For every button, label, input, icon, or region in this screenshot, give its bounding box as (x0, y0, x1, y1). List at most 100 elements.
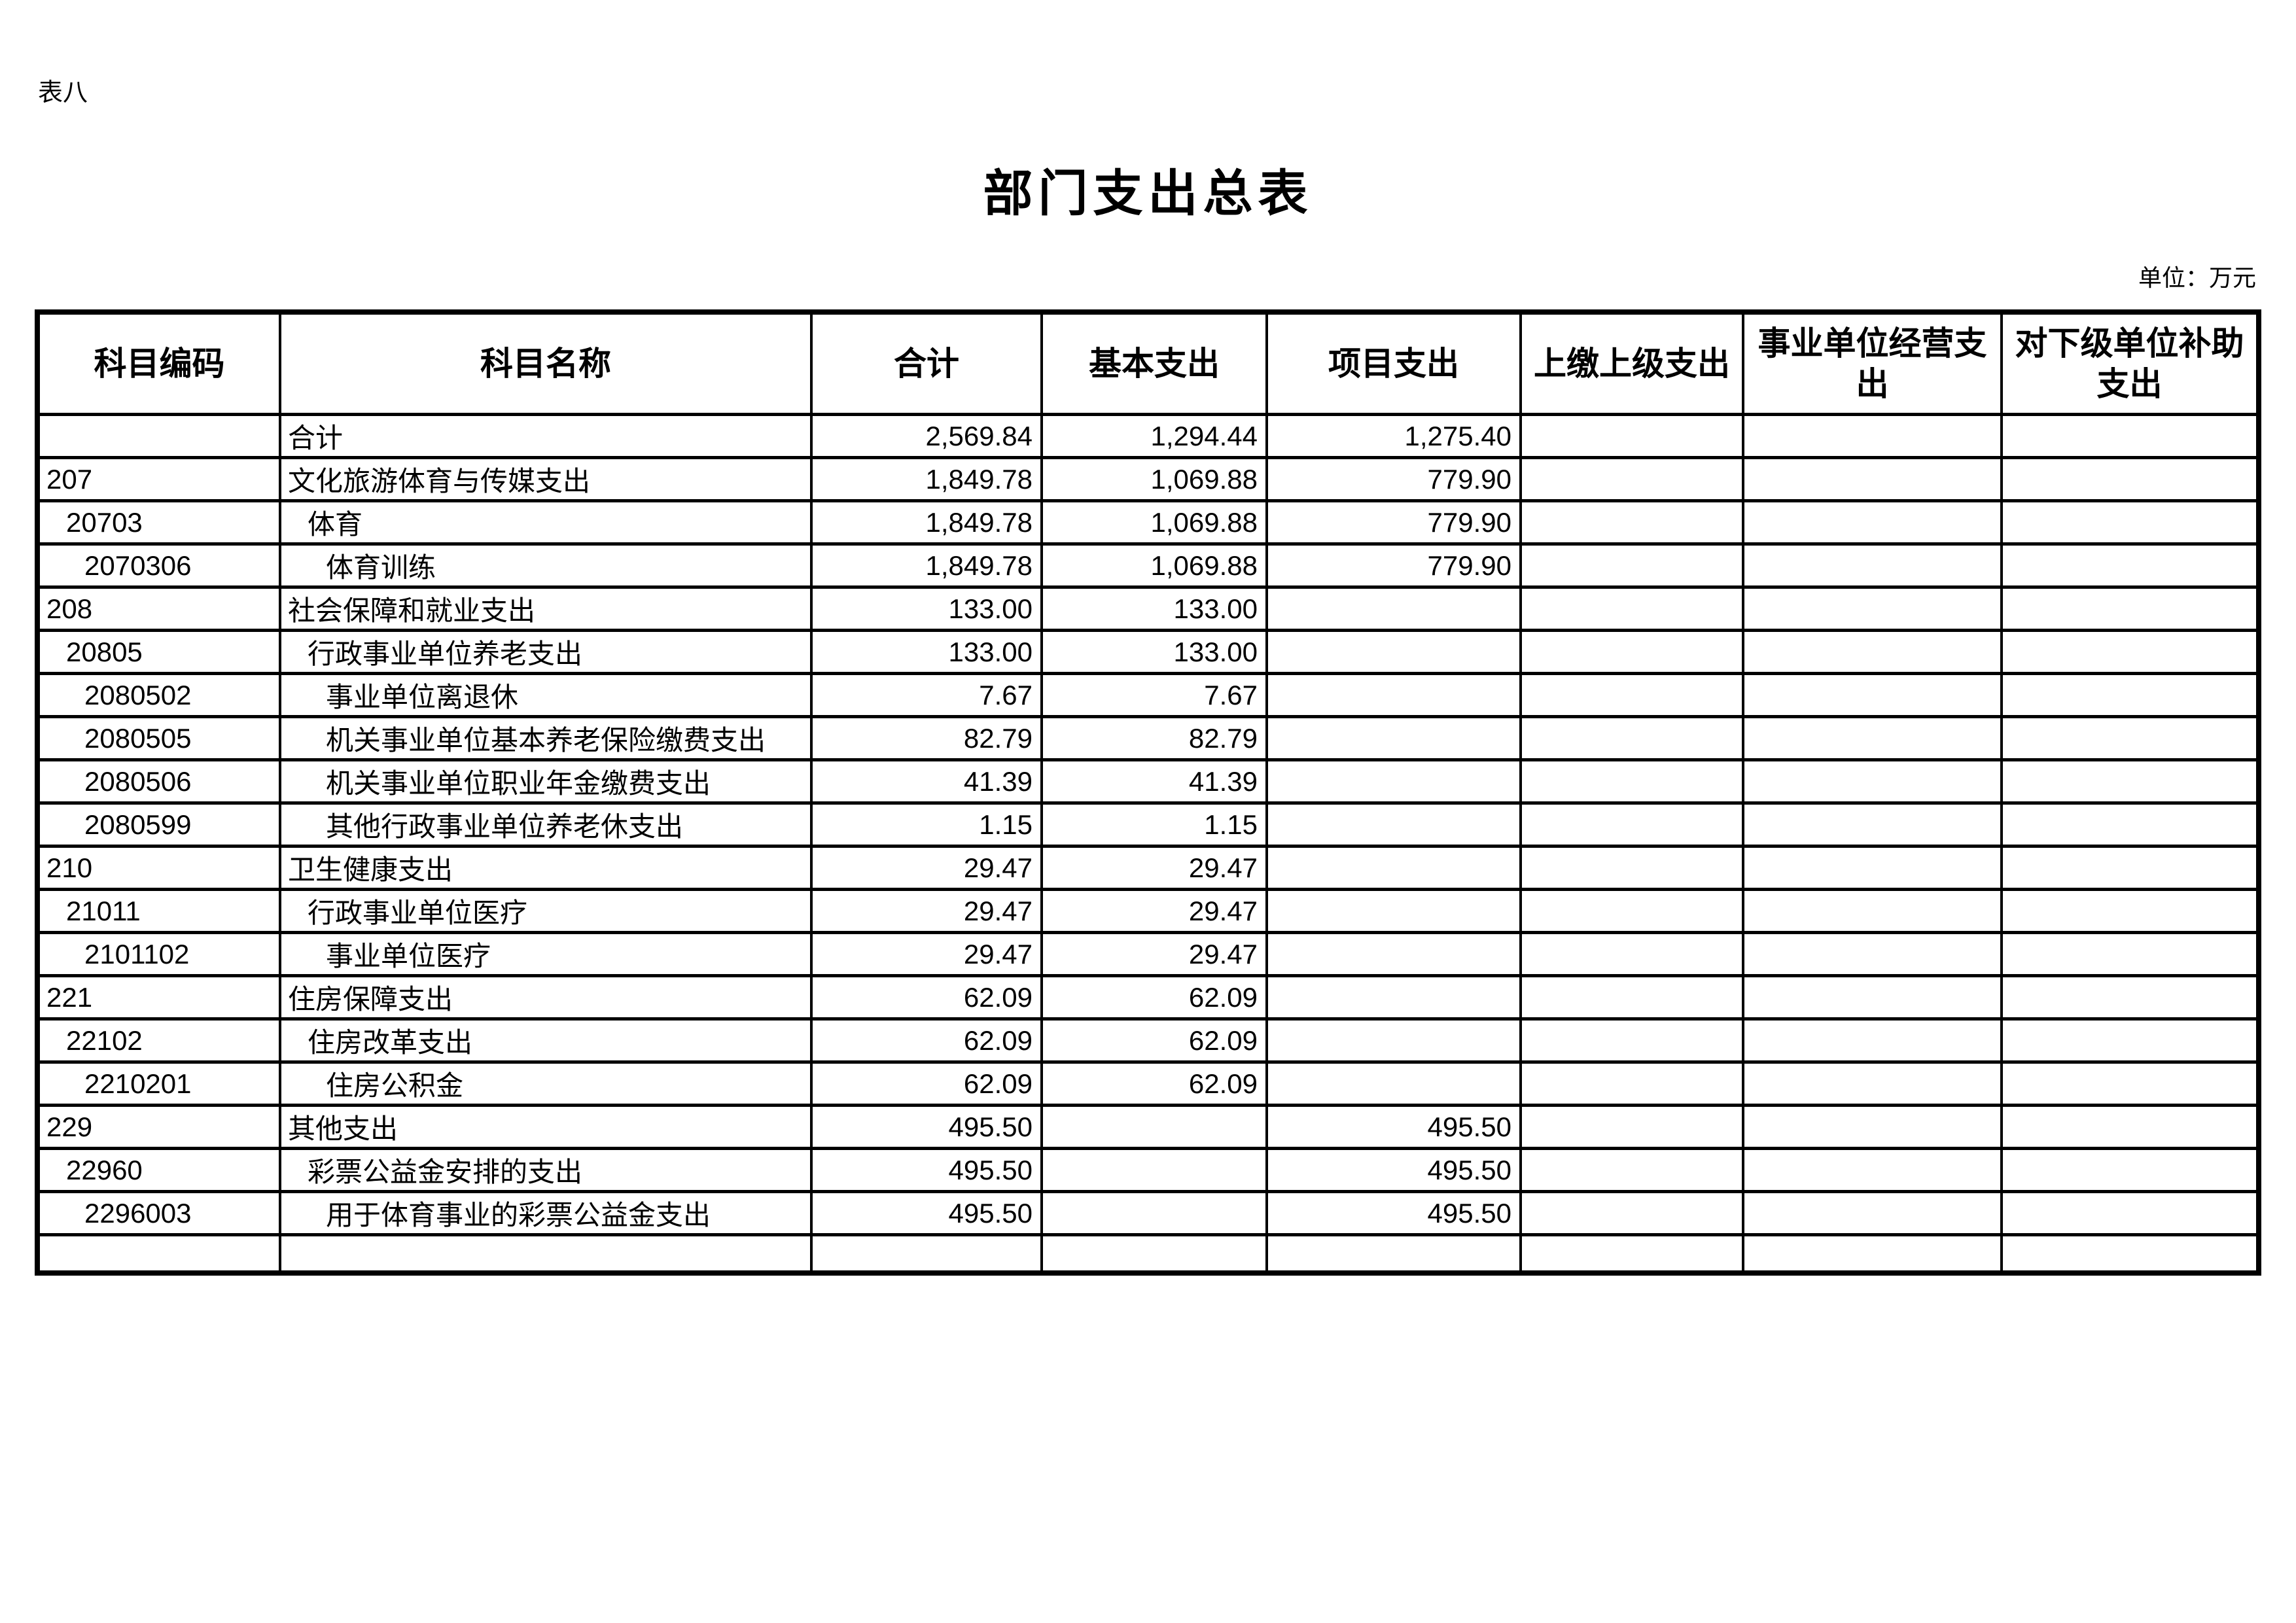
subsidy-cell (2000, 413, 2260, 459)
table-row: 2080599 其他行政事业单位养老休支出 1.15 1.15 (36, 801, 2260, 848)
subsidy-cell (2000, 629, 2260, 675)
page-title: 部门支出总表 (983, 167, 1313, 222)
subject-name-cell: 用于体育事业的彩票公益金支出 (279, 1190, 813, 1236)
project-cell (1265, 888, 1522, 934)
project-cell: 779.90 (1265, 456, 1522, 502)
table-row: 22960 彩票公益金安排的支出 495.50 495.50 (36, 1147, 2260, 1193)
operating-cell (1742, 801, 2003, 848)
subsidy-cell (2000, 456, 2260, 502)
upper-payment-cell (1519, 1233, 1744, 1275)
subject-name-cell: 体育训练 (279, 542, 813, 589)
table-row: 221 住房保障支出 62.09 62.09 (36, 974, 2260, 1021)
subject-code-cell: 2080505 (36, 715, 281, 761)
header-row: 科目编码 科目名称 合计 基本支出 项目支出 上缴上级支出 事业单位经营支出 对… (36, 310, 2260, 416)
upper-payment-cell (1519, 758, 1744, 805)
total-cell: 29.47 (810, 931, 1043, 977)
basic-cell: 133.00 (1040, 585, 1268, 632)
project-cell (1265, 931, 1522, 977)
subject-name-cell: 卫生健康支出 (279, 845, 813, 891)
upper-payment-cell (1519, 1017, 1744, 1064)
col-header-upper-level-payment: 上缴上级支出 (1519, 310, 1744, 416)
upper-payment-cell (1519, 542, 1744, 589)
total-cell: 1,849.78 (810, 542, 1043, 589)
subsidy-cell (2000, 715, 2260, 761)
subject-name-cell: 住房保障支出 (279, 974, 813, 1021)
subject-code-cell: 20805 (36, 629, 281, 675)
table-row: 20703 体育 1,849.78 1,069.88 779.90 (36, 499, 2260, 546)
col-header-total: 合计 (810, 310, 1043, 416)
subject-code-cell: 22960 (36, 1147, 281, 1193)
total-cell (810, 1233, 1043, 1275)
upper-payment-cell (1519, 888, 1744, 934)
operating-cell (1742, 542, 2003, 589)
total-cell: 62.09 (810, 1017, 1043, 1064)
operating-cell (1742, 456, 2003, 502)
subsidy-cell (2000, 888, 2260, 934)
table-row: 2070306 体育训练 1,849.78 1,069.88 779.90 (36, 542, 2260, 589)
operating-cell (1742, 1017, 2003, 1064)
project-cell (1265, 758, 1522, 805)
upper-payment-cell (1519, 931, 1744, 977)
upper-payment-cell (1519, 585, 1744, 632)
basic-cell: 29.47 (1040, 888, 1268, 934)
subject-code-cell: 2080502 (36, 672, 281, 718)
upper-payment-cell (1519, 1190, 1744, 1236)
col-header-subject-code: 科目编码 (36, 310, 281, 416)
subsidy-cell (2000, 585, 2260, 632)
basic-cell (1040, 1147, 1268, 1193)
upper-payment-cell (1519, 499, 1744, 546)
subject-code-cell: 20703 (36, 499, 281, 546)
subsidy-cell (2000, 931, 2260, 977)
basic-cell: 1,069.88 (1040, 456, 1268, 502)
project-cell (1265, 715, 1522, 761)
project-cell: 779.90 (1265, 542, 1522, 589)
operating-cell (1742, 1233, 2003, 1275)
subject-code-cell: 2210201 (36, 1060, 281, 1107)
basic-cell: 133.00 (1040, 629, 1268, 675)
basic-cell: 1,069.88 (1040, 499, 1268, 546)
expenditure-table: 科目编码 科目名称 合计 基本支出 项目支出 上缴上级支出 事业单位经营支出 对… (35, 309, 2261, 1276)
subject-code-cell: 2080599 (36, 801, 281, 848)
col-header-subsidy-lower-units: 对下级单位补助支出 (2000, 310, 2260, 416)
project-cell: 495.50 (1265, 1190, 1522, 1236)
total-cell: 495.50 (810, 1190, 1043, 1236)
total-cell: 7.67 (810, 672, 1043, 718)
subject-code-cell: 221 (36, 974, 281, 1021)
subject-code-cell: 2080506 (36, 758, 281, 805)
subject-name-cell: 其他支出 (279, 1104, 813, 1150)
subsidy-cell (2000, 1017, 2260, 1064)
upper-payment-cell (1519, 845, 1744, 891)
basic-cell (1040, 1233, 1268, 1275)
basic-cell: 29.47 (1040, 931, 1268, 977)
subsidy-cell (2000, 1060, 2260, 1107)
table-row: 229 其他支出 495.50 495.50 (36, 1104, 2260, 1150)
total-cell: 133.00 (810, 629, 1043, 675)
project-cell (1265, 1233, 1522, 1275)
subject-code-cell (36, 1233, 281, 1275)
total-cell: 495.50 (810, 1104, 1043, 1150)
table-row: 207 文化旅游体育与传媒支出 1,849.78 1,069.88 779.90 (36, 456, 2260, 502)
unit-note: 单位：万元 (2138, 265, 2256, 291)
subject-code-cell: 210 (36, 845, 281, 891)
project-cell: 1,275.40 (1265, 413, 1522, 459)
subject-code-cell: 229 (36, 1104, 281, 1150)
total-cell: 41.39 (810, 758, 1043, 805)
upper-payment-cell (1519, 629, 1744, 675)
subsidy-cell (2000, 1147, 2260, 1193)
table-row: 20805 行政事业单位养老支出 133.00 133.00 (36, 629, 2260, 675)
total-cell: 62.09 (810, 974, 1043, 1021)
subject-name-cell: 机关事业单位基本养老保险缴费支出 (279, 715, 813, 761)
table-row: 21011 行政事业单位医疗 29.47 29.47 (36, 888, 2260, 934)
col-header-basic-expenditure: 基本支出 (1040, 310, 1268, 416)
operating-cell (1742, 585, 2003, 632)
subsidy-cell (2000, 672, 2260, 718)
operating-cell (1742, 1104, 2003, 1150)
table-row: 2101102 事业单位医疗 29.47 29.47 (36, 931, 2260, 977)
project-cell (1265, 1060, 1522, 1107)
table-row: 2210201 住房公积金 62.09 62.09 (36, 1060, 2260, 1107)
operating-cell (1742, 974, 2003, 1021)
subject-code-cell: 22102 (36, 1017, 281, 1064)
subject-name-cell: 机关事业单位职业年金缴费支出 (279, 758, 813, 805)
subject-name-cell: 事业单位医疗 (279, 931, 813, 977)
subsidy-cell (2000, 1104, 2260, 1150)
